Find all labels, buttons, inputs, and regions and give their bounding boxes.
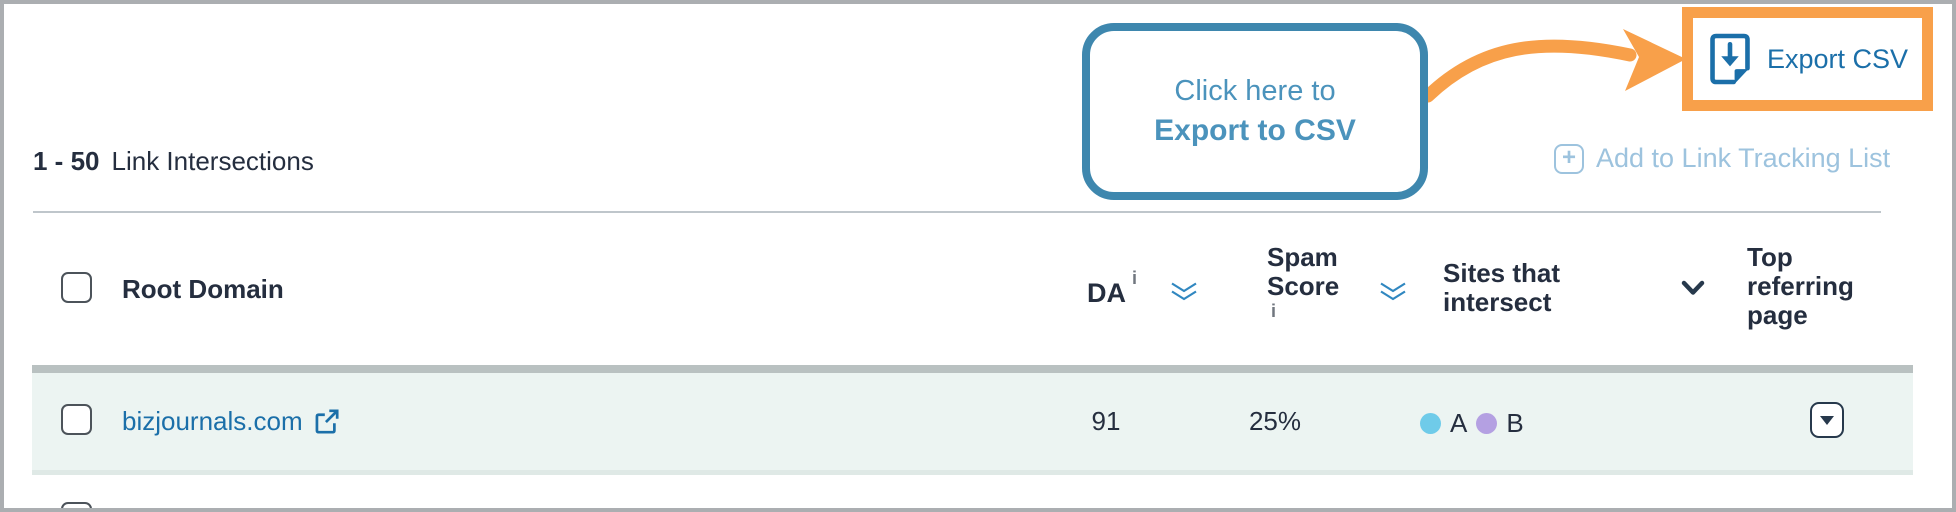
column-header-top-referring-page: Top referring page <box>1747 243 1854 330</box>
top-referring-line3: page <box>1747 300 1808 330</box>
sites-that-intersect-cell: A B <box>1420 408 1524 439</box>
export-highlight-box: Export CSV <box>1682 7 1933 111</box>
top-referring-line1: Top <box>1747 242 1793 272</box>
da-info-icon[interactable]: i <box>1132 268 1138 288</box>
callout-line2: Export to CSV <box>1154 114 1356 147</box>
da-sort-chevrons-icon[interactable] <box>1169 281 1199 301</box>
table-row <box>32 373 1913 475</box>
column-header-da: DA <box>1087 278 1126 308</box>
export-csv-button[interactable]: Export CSV <box>1707 31 1908 87</box>
sites-sort-chevron-icon[interactable] <box>1680 280 1706 297</box>
site-b-dot <box>1476 413 1498 434</box>
row-top-border <box>32 365 1913 373</box>
spam-score-line1: Spam <box>1267 242 1338 272</box>
export-csv-label: Export CSV <box>1766 43 1909 74</box>
column-header-sites-intersect: Sites that intersect <box>1443 259 1560 317</box>
site-a-dot <box>1420 413 1441 434</box>
caret-down-icon <box>1820 415 1834 425</box>
root-domain-text: bizjournals.com <box>122 406 303 436</box>
spam-score-line2: Score <box>1267 271 1340 301</box>
spam-sort-chevrons-icon[interactable] <box>1378 281 1408 301</box>
add-to-tracking-label: Add to Link Tracking List <box>1596 143 1891 173</box>
toolbar-divider <box>33 211 1881 213</box>
external-link-icon <box>315 409 339 434</box>
page-title: Link Intersections <box>111 146 314 176</box>
top-referring-page-dropdown-button[interactable] <box>1810 402 1844 438</box>
select-all-checkbox[interactable] <box>61 272 92 303</box>
column-header-spam-score: Spam Score <box>1267 243 1339 301</box>
column-header-root-domain: Root Domain <box>122 274 284 304</box>
plus-icon: + <box>1554 143 1584 174</box>
annotation-arrow-icon <box>1421 29 1686 103</box>
row-checkbox[interactable] <box>61 404 92 435</box>
annotation-callout: Click here to Export to CSV <box>1082 23 1428 200</box>
site-b-label: B <box>1506 408 1524 438</box>
spam-score-value: 25% <box>1248 406 1302 436</box>
next-row-checkbox[interactable] <box>61 502 92 512</box>
result-range: 1 - 50 <box>33 146 100 176</box>
callout-line1: Click here to <box>1174 75 1336 107</box>
spam-score-info-icon[interactable]: i <box>1271 301 1277 321</box>
sites-intersect-line1: Sites that <box>1443 258 1561 288</box>
da-value: 91 <box>1091 406 1121 436</box>
sites-intersect-line2: intersect <box>1443 287 1552 317</box>
site-a-label: A <box>1450 408 1468 438</box>
top-referring-line2: referring <box>1747 271 1854 301</box>
root-domain-link[interactable]: bizjournals.com <box>122 406 340 437</box>
export-file-icon <box>1710 33 1750 85</box>
add-to-link-tracking-list-button[interactable]: + Add to Link Tracking List <box>1554 143 1890 174</box>
results-heading: 1 - 50 Link Intersections <box>33 146 314 177</box>
